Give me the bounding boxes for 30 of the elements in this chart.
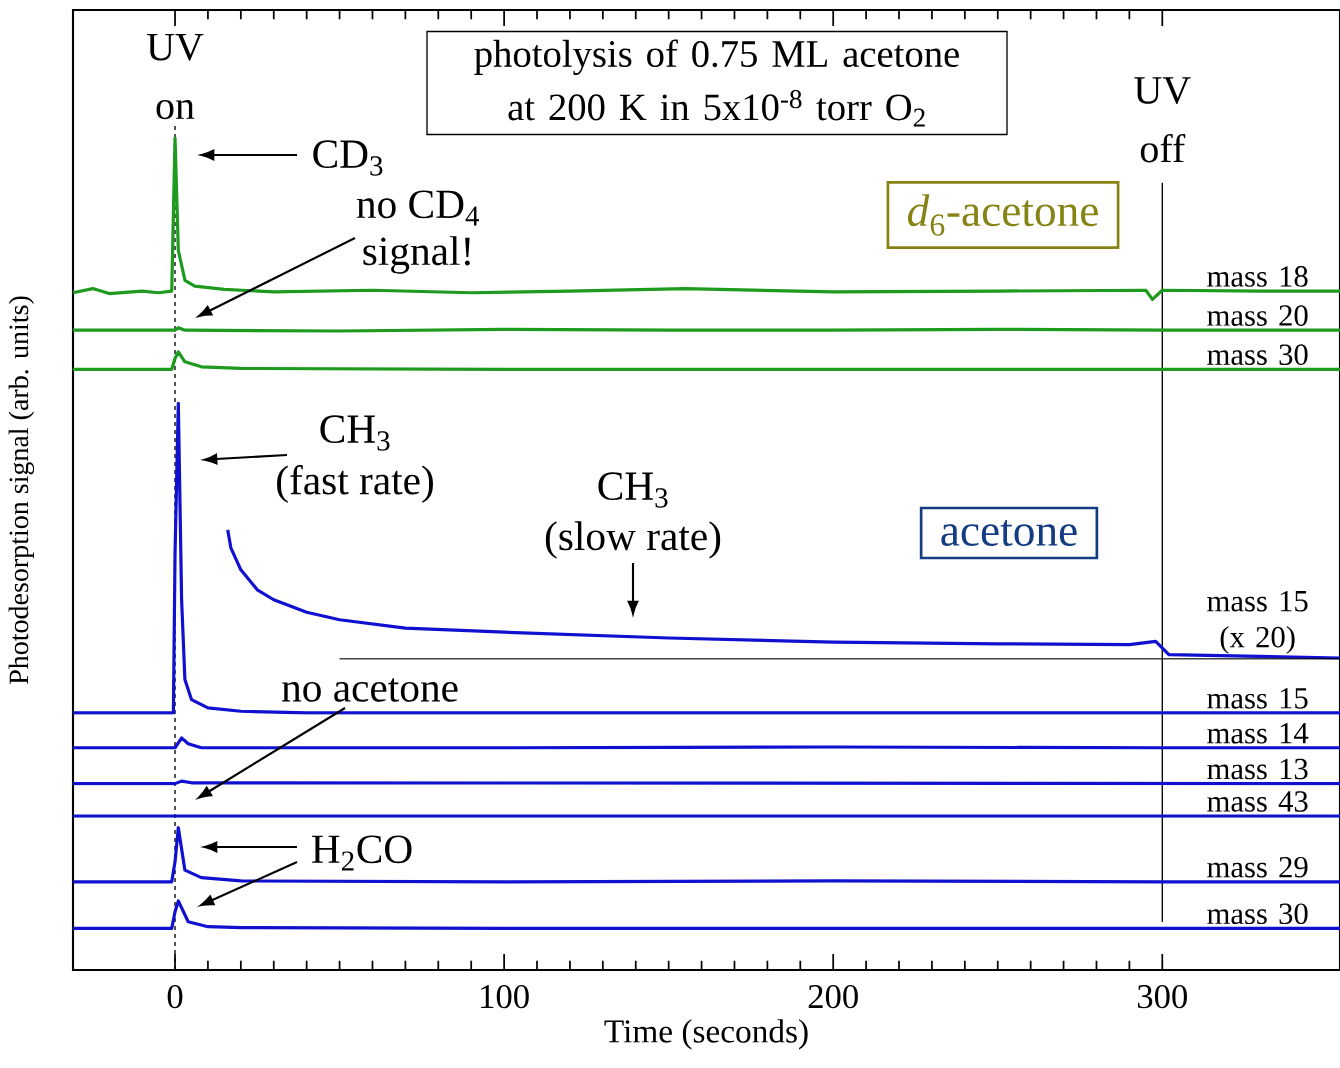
series-label: mass 15 — [1207, 688, 1308, 709]
annotation: no CD$_{4}$ — [356, 190, 479, 226]
annotation: (fast rate) — [277, 465, 433, 503]
annotation: CD$_{3}$ — [313, 140, 383, 176]
series-label: mass 30 — [1207, 903, 1308, 925]
series-label: mass 29 — [1207, 856, 1308, 878]
x-tick-label: 300 — [1137, 984, 1187, 1009]
ref-line-label: UV off — [1134, 77, 1191, 163]
series-label: mass 43 — [1207, 791, 1308, 812]
x-tick-label: 100 — [481, 984, 529, 1009]
chart-title: photolysis of 0.75 ML acetone at 200 K in 5x10$^{-8}$ torr O$_{2}$ — [474, 39, 959, 127]
series-label: mass 13 — [1207, 758, 1308, 780]
annotation: H$_{2}$CO — [312, 835, 412, 871]
x-tick-label: 0 — [167, 984, 183, 1009]
series-label: mass 20 — [1207, 305, 1308, 326]
annotation: CH$_{3}$ — [598, 472, 668, 508]
annotation: no acetone — [282, 678, 458, 702]
annotation: (slow rate) — [545, 521, 721, 559]
annotation: d$_{6}$-acetone — [907, 194, 1098, 236]
annotation: CH$_{3}$ — [320, 415, 390, 451]
x-axis-title: Time (seconds) — [604, 1019, 808, 1050]
annotation: acetone — [941, 519, 1077, 546]
ref-line-label: UV on — [146, 33, 204, 120]
series-label: mass 30 — [1207, 344, 1308, 366]
y-axis-title: Photodesorption signal (arb. units) — [8, 296, 35, 684]
x-tick-label: 200 — [808, 984, 858, 1009]
series-label: mass 15 (x 20) — [1207, 590, 1308, 654]
annotation: signal! — [363, 236, 470, 274]
series-label: mass 14 — [1207, 723, 1309, 744]
series-label: mass 18 — [1207, 266, 1308, 287]
